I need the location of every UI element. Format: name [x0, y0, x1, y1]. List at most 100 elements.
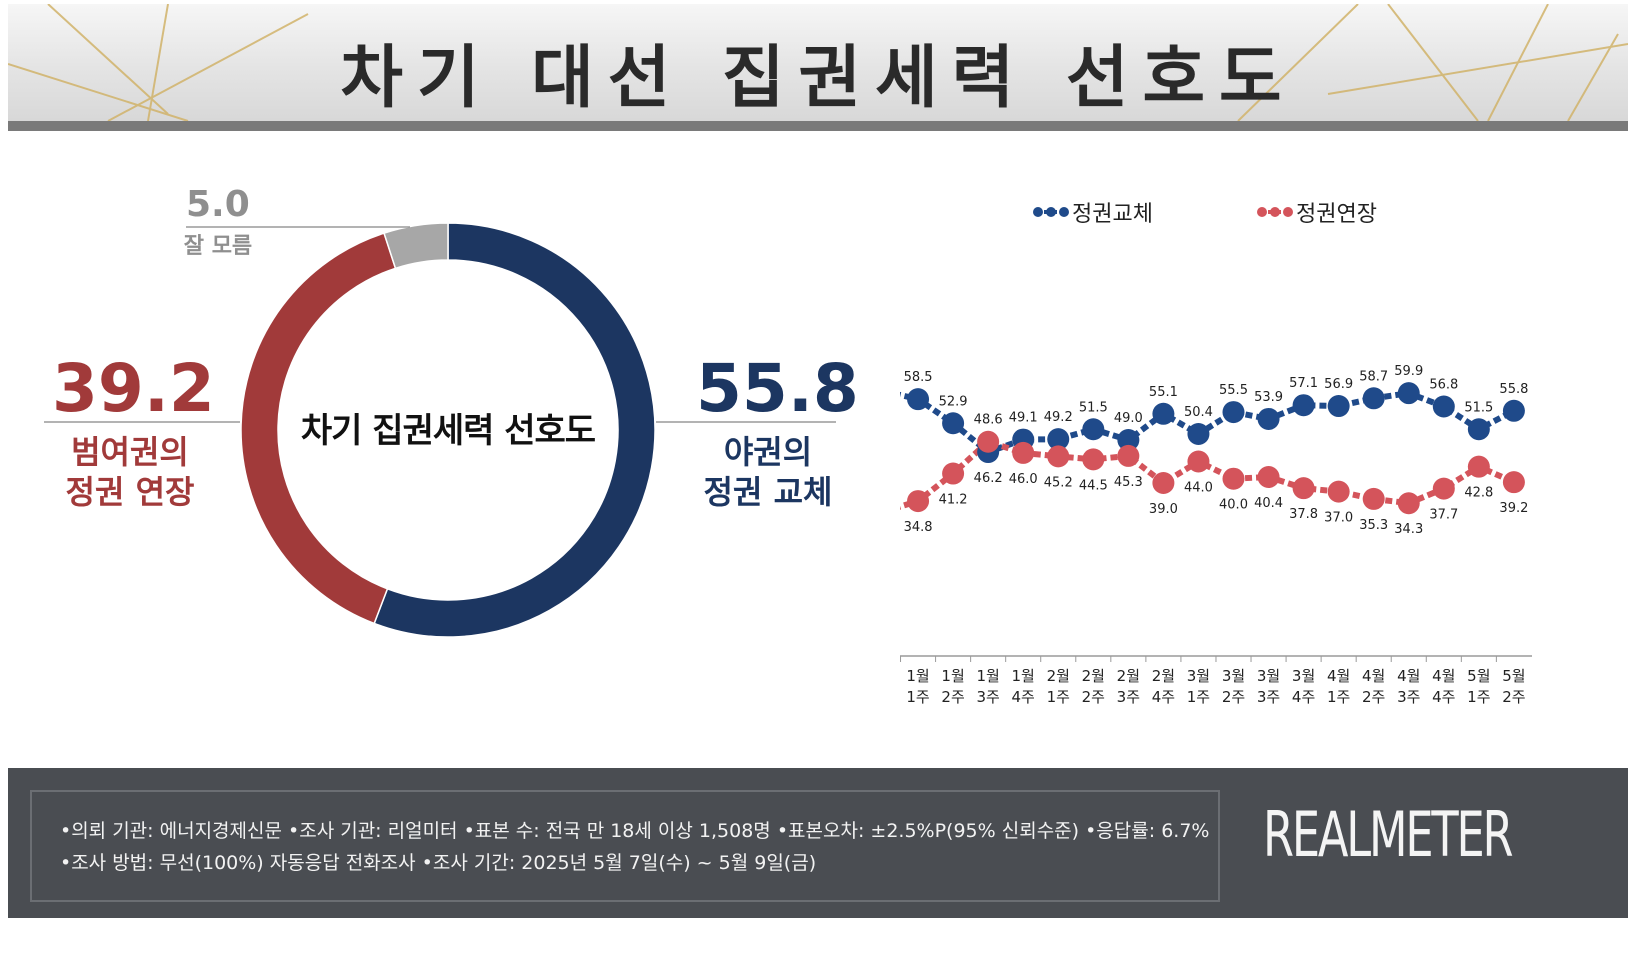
slice-label-unknown: 잘 모름	[183, 234, 253, 259]
line-chart: 12월4주1월1주1월2주1월3주1월4주2월1주2월2주2월3주2월4주3월1…	[864, 362, 1532, 706]
point-change	[1292, 394, 1315, 417]
data-label-extend: 35.3	[1359, 518, 1388, 533]
realmeter-logo: REALMETER	[1263, 798, 1514, 871]
legend-label-change: 정권교체	[1072, 202, 1153, 227]
survey-info-line2: •조사 방법: 무선(100%) 자동응답 전화조사 •조사 기간: 2025년…	[60, 852, 817, 874]
x-tick-label-week: 1주	[1187, 688, 1210, 706]
data-label-change: 49.1	[1009, 411, 1038, 426]
point-change	[1187, 423, 1210, 445]
point-extend	[977, 430, 1000, 453]
x-tick-label-week: 1주	[1467, 688, 1490, 706]
x-tick-label-week: 3주	[1117, 688, 1140, 706]
x-tick-label-week: 2주	[1502, 688, 1525, 706]
point-change	[907, 388, 930, 411]
point-extend	[1397, 492, 1420, 515]
slice-label-extend-line1: 범여권의	[71, 433, 189, 471]
x-tick-label-week: 2주	[941, 688, 964, 706]
point-extend	[1327, 480, 1350, 503]
x-tick-label-month: 2월	[1117, 667, 1140, 685]
point-extend	[1257, 466, 1280, 488]
point-extend	[1502, 471, 1525, 494]
line-chart-area: 12월4주1월1주1월2주1월3주1월4주2월1주2월2주2월3주2월4주3월1…	[864, 180, 1644, 740]
x-tick-label-month: 2월	[1152, 667, 1175, 685]
data-label-change: 50.4	[1184, 405, 1213, 420]
x-tick-label-week: 4주	[1012, 688, 1035, 706]
point-change	[1502, 399, 1525, 422]
x-tick-label-month: 5월	[1502, 667, 1525, 685]
survey-info-box: •의뢰 기관: 에너지경제신문 •조사 기관: 리얼미터 •표본 수: 전국 만…	[30, 790, 1220, 902]
data-label-extend: 37.8	[1289, 507, 1318, 522]
legend-label-extend: 정권연장	[1296, 202, 1377, 227]
x-tick-label-week: 1주	[1327, 688, 1350, 706]
data-label-change: 49.2	[1044, 410, 1073, 425]
data-label-change: 51.5	[1079, 400, 1108, 415]
data-label-change: 56.9	[1324, 377, 1353, 392]
data-label-change: 46.2	[974, 471, 1003, 486]
legend-item-extend: 정권연장	[1256, 196, 1377, 228]
point-change	[1467, 418, 1490, 441]
point-change	[1257, 407, 1280, 430]
x-tick-label-week: 1주	[1047, 688, 1070, 706]
legend-marker-change	[1033, 207, 1069, 217]
point-change	[1082, 418, 1105, 441]
x-tick-label-week: 4주	[1432, 688, 1455, 706]
legend-marker-extend	[1257, 207, 1293, 217]
title-banner: 차기 대선 집권세력 선호도	[8, 4, 1628, 131]
donut-chart-area: 차기 집권세력 선호도 39.2 범여권의 정권 연장 55.8 야권의 정권 …	[0, 140, 900, 700]
donut-slice-change	[373, 222, 656, 638]
data-label-extend: 44.5	[1079, 478, 1108, 493]
data-label-extend: 45.2	[1044, 475, 1073, 490]
point-change	[1047, 428, 1070, 451]
data-label-change: 59.9	[1394, 364, 1423, 379]
data-label-extend: 42.8	[1464, 486, 1493, 501]
point-extend	[1432, 477, 1455, 500]
legend-item-change: 정권교체	[1032, 196, 1153, 228]
point-change	[1362, 387, 1385, 410]
point-extend	[1152, 472, 1175, 495]
x-tick-label-month: 4월	[1362, 667, 1385, 685]
data-label-change: 56.8	[1429, 377, 1458, 392]
x-tick-label-month: 1월	[1012, 667, 1035, 685]
page-title: 차기 대선 집권세력 선호도	[340, 39, 1296, 118]
slice-value-extend: 39.2	[52, 350, 215, 427]
slice-label-change-line1: 야권의	[723, 433, 813, 471]
data-label-change: 58.7	[1359, 369, 1388, 384]
donut-center-title: 차기 집권세력 선호도	[301, 411, 596, 451]
slice-value-unknown: 5.0	[186, 184, 250, 225]
x-tick-label-month: 1월	[976, 667, 999, 685]
slice-label-change: 야권의 정권 교체	[678, 432, 858, 512]
slice-label-extend-line2: 정권 연장	[65, 473, 195, 511]
data-label-extend: 37.7	[1429, 508, 1458, 523]
point-extend	[1467, 455, 1490, 478]
x-tick-label-month: 2월	[1047, 667, 1070, 685]
x-tick-label-month: 3월	[1257, 667, 1280, 685]
x-tick-label-month: 1월	[941, 667, 964, 685]
slice-label-change-line2: 정권 교체	[703, 473, 833, 511]
point-extend	[1082, 448, 1105, 471]
x-tick-label-month: 4월	[1397, 667, 1420, 685]
data-label-extend: 34.8	[904, 520, 933, 535]
data-label-extend: 37.0	[1324, 511, 1353, 526]
x-tick-label-month: 5월	[1467, 667, 1490, 685]
data-label-extend: 39.2	[1499, 501, 1528, 516]
point-extend	[1117, 444, 1140, 467]
x-tick-label-month: 3월	[1187, 667, 1210, 685]
point-change	[1397, 382, 1420, 405]
data-label-extend: 44.0	[1184, 481, 1213, 496]
point-extend	[1292, 477, 1315, 500]
x-tick-label-week: 3주	[976, 688, 999, 706]
donut-chart: 차기 집권세력 선호도	[44, 222, 836, 638]
point-change	[1152, 402, 1175, 425]
point-extend	[907, 490, 930, 513]
point-extend	[1222, 467, 1245, 490]
data-label-change: 53.9	[1254, 390, 1283, 405]
point-extend	[1047, 445, 1070, 468]
donut-slice-unknown	[383, 222, 449, 270]
x-tick-label-week: 2주	[1222, 688, 1245, 706]
slice-label-extend: 범여권의 정권 연장	[40, 432, 220, 512]
point-change	[1432, 395, 1455, 418]
x-tick-label-week: 1주	[906, 688, 929, 706]
point-change	[1327, 395, 1350, 418]
x-tick-label-month: 3월	[1292, 667, 1315, 685]
x-tick-label-month: 1월	[906, 667, 929, 685]
